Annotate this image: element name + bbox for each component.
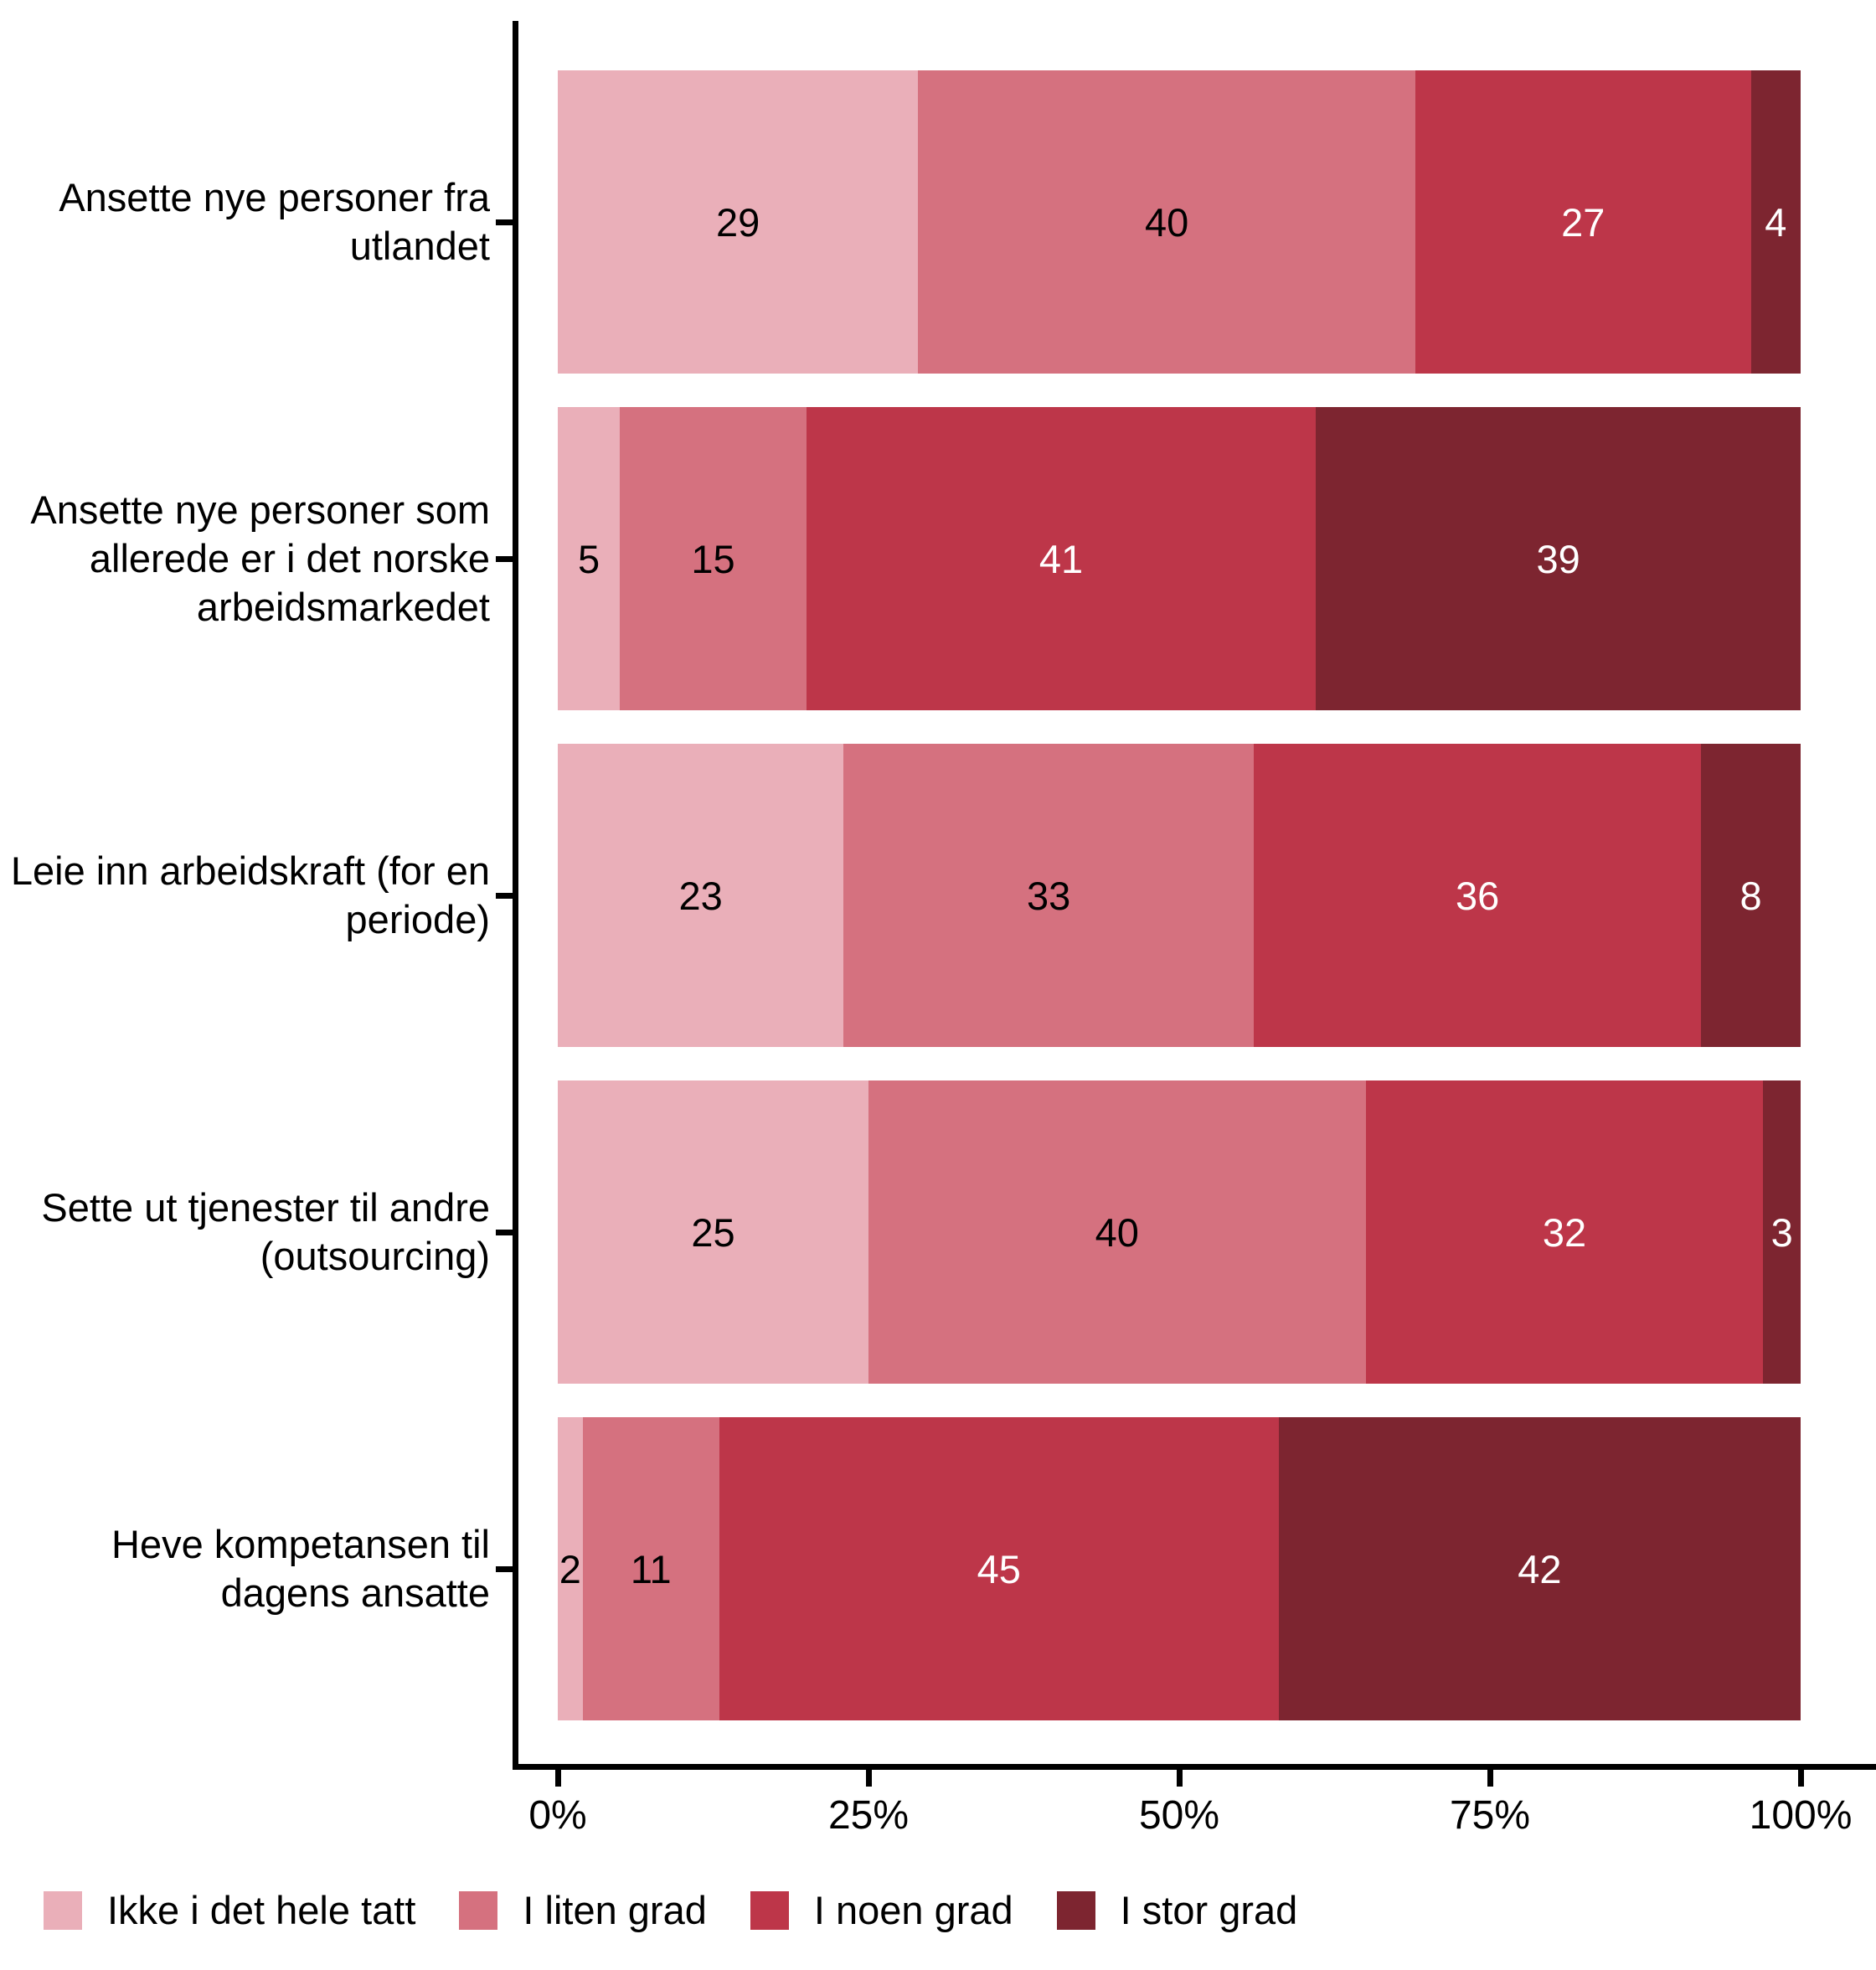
bar-segment: 15 (620, 407, 807, 710)
y-axis-tick (496, 1230, 513, 1235)
bar-segment-label: 40 (1145, 199, 1189, 245)
legend-label: I stor grad (1120, 1888, 1298, 1932)
bar-segment: 8 (1701, 744, 1801, 1047)
bar-segment: 41 (806, 407, 1317, 710)
legend-label: I liten grad (523, 1888, 707, 1932)
category-label: Ansette nye personer som allerede er i d… (30, 487, 490, 629)
bar-segment: 32 (1365, 1080, 1764, 1384)
bar-segment-label: 33 (1027, 873, 1071, 918)
legend-swatch (44, 1890, 82, 1930)
bar-segment: 33 (843, 744, 1255, 1047)
legend-swatch (459, 1890, 498, 1930)
legend-label: I noen grad (813, 1888, 1013, 1932)
x-axis-tick-label: 100% (1749, 1793, 1853, 1838)
x-axis-tick-label: 25% (827, 1793, 910, 1838)
x-axis-tick-label: 75% (1449, 1793, 1531, 1838)
bar-segment: 36 (1254, 744, 1702, 1047)
y-axis-tick (496, 219, 513, 225)
bar-segment-label: 8 (1739, 873, 1762, 918)
x-axis-tick (1177, 1770, 1183, 1787)
x-axis-tick-label: 50% (1138, 1793, 1220, 1838)
bar-segment: 40 (868, 1080, 1366, 1384)
bar-segment: 23 (558, 744, 844, 1047)
bar-segment-label: 3 (1770, 1209, 1793, 1255)
y-axis-tick (496, 556, 513, 562)
bar-segment: 42 (1278, 1417, 1801, 1720)
bar-segment-label: 25 (691, 1209, 735, 1255)
bar-segment: 4 (1750, 70, 1801, 374)
bar-segment: 2 (558, 1417, 583, 1720)
category-label: Ansette nye personer fra utlandet (59, 175, 490, 268)
bar-segment-label: 42 (1518, 1546, 1562, 1591)
bar-segment-label: 4 (1765, 199, 1787, 245)
x-axis-tick-label: 0% (528, 1793, 587, 1838)
bar-segment: 29 (558, 70, 919, 374)
legend-swatch (750, 1890, 789, 1930)
bar-row: 2 11 45 42 (558, 1417, 1801, 1720)
legend-swatch (1056, 1890, 1095, 1930)
legend-item: I liten grad (459, 1887, 707, 1933)
bar-segment-label: 39 (1536, 536, 1580, 581)
bar-segment-label: 11 (630, 1546, 672, 1591)
category-label: Leie inn arbeidskraft (for en periode) (10, 848, 490, 941)
y-axis-tick (496, 893, 513, 899)
legend-item: I stor grad (1056, 1887, 1298, 1933)
x-axis-tick (1487, 1770, 1493, 1787)
bar-segment-label: 23 (678, 873, 723, 918)
bar-row: 23 33 36 8 (558, 744, 1801, 1047)
bar-segment: 25 (558, 1080, 868, 1384)
bar-segment-label: 2 (559, 1546, 581, 1591)
x-axis-tick (866, 1770, 872, 1787)
y-axis-line (513, 21, 518, 1770)
bar-segment: 5 (558, 407, 621, 710)
legend-label: Ikke i det hele tatt (107, 1888, 416, 1932)
bar-row: 5 15 41 39 (558, 407, 1801, 710)
legend-item: Ikke i det hele tatt (44, 1887, 415, 1933)
y-axis-tick (496, 1566, 513, 1572)
bar-segment-label: 45 (977, 1546, 1021, 1591)
bar-segment-label: 40 (1095, 1209, 1139, 1255)
bar-segment: 40 (918, 70, 1415, 374)
bar-segment-label: 15 (691, 536, 735, 581)
legend: Ikke i det hele tatt I liten grad I noen g… (44, 1887, 1297, 1933)
bar-segment-label: 29 (716, 199, 760, 245)
legend-item: I noen grad (750, 1887, 1013, 1933)
bar-segment-label: 5 (578, 536, 600, 581)
bar-segment-label: 32 (1542, 1209, 1587, 1255)
bar-segment: 11 (582, 1417, 719, 1720)
category-label: Heve kompetansen til dagens ansatte (111, 1522, 490, 1615)
bar-segment-label: 36 (1456, 873, 1500, 918)
bar-row: 25 40 32 3 (558, 1080, 1801, 1384)
bar-segment: 27 (1415, 70, 1751, 374)
bar-segment: 45 (719, 1417, 1279, 1720)
x-axis-line (513, 1764, 1876, 1770)
x-axis-tick (555, 1770, 561, 1787)
bar-row: 29 40 27 4 (558, 70, 1801, 374)
bar-segment-label: 27 (1561, 199, 1605, 245)
bar-segment: 39 (1316, 407, 1801, 710)
x-axis-tick (1798, 1770, 1804, 1787)
category-label: Sette ut tjenester til andre (outsourcin… (41, 1185, 490, 1278)
bar-segment: 3 (1763, 1080, 1801, 1384)
bar-segment-label: 41 (1038, 536, 1084, 581)
